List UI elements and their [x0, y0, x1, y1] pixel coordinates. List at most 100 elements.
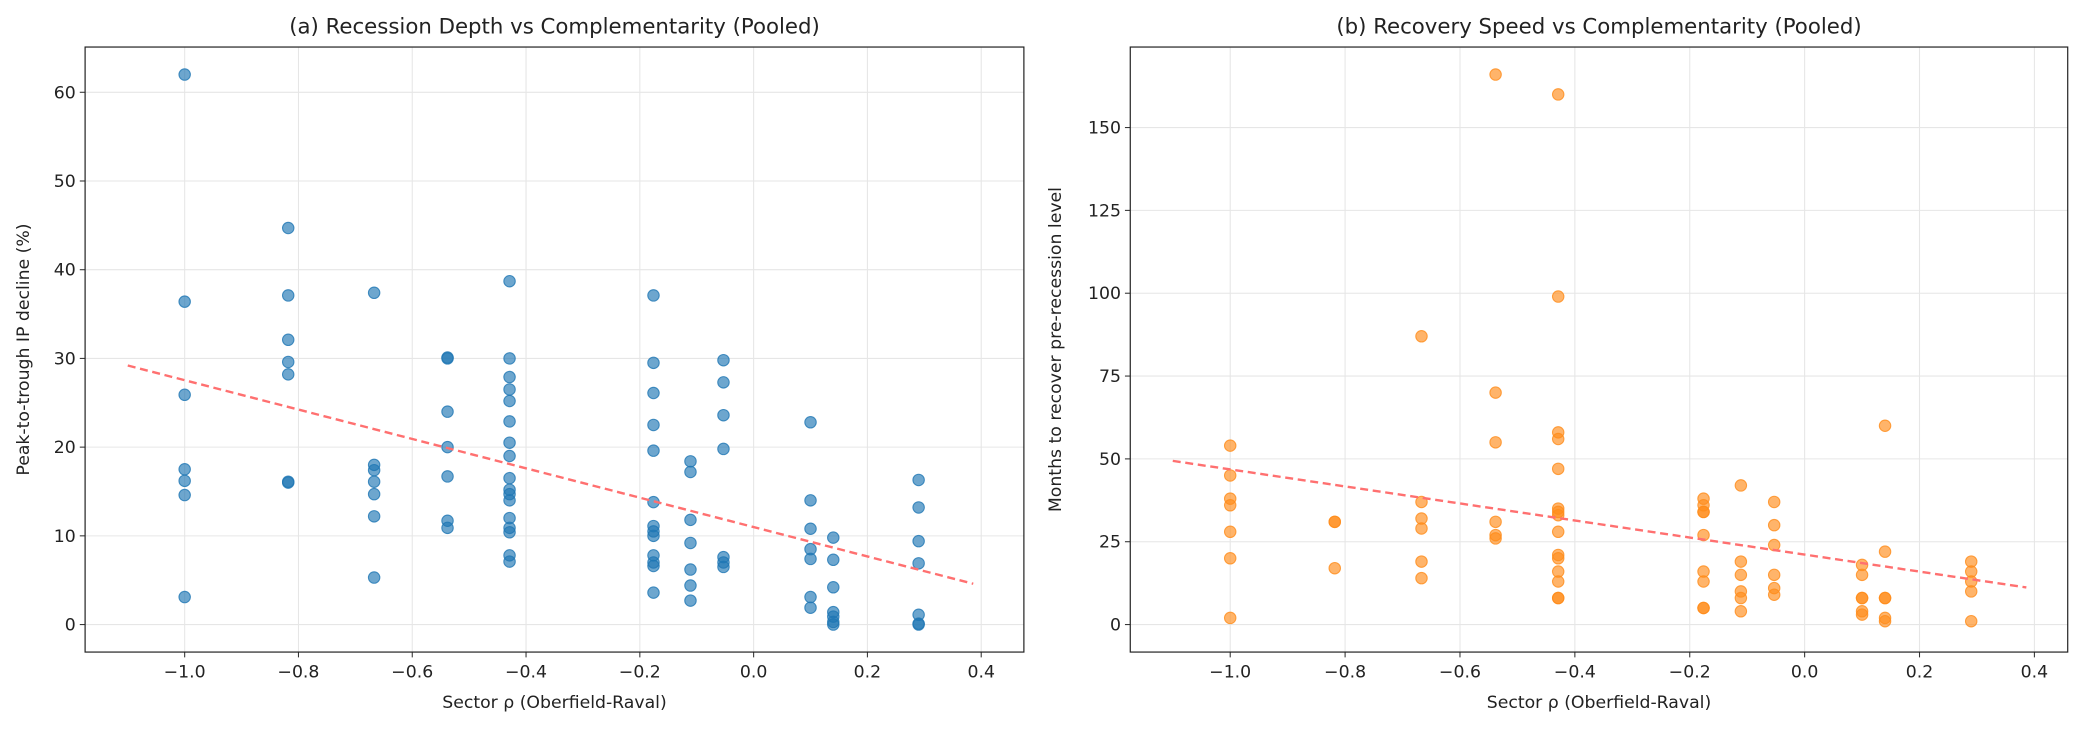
scatter-point — [684, 536, 697, 550]
scatter-point — [178, 68, 191, 81]
scatter-point — [1551, 290, 1565, 303]
scatter-point — [1223, 439, 1237, 452]
x-tick-label: −1.0 — [1209, 662, 1251, 682]
y-tick-label: 0 — [65, 616, 76, 636]
scatter-point — [1223, 525, 1237, 539]
scatter-point — [1415, 522, 1428, 535]
scatter-point — [503, 352, 516, 365]
scatter-point — [717, 442, 730, 456]
scatter-point — [804, 416, 817, 429]
y-tick-label: 50 — [1099, 450, 1121, 470]
scatter-point — [647, 444, 660, 457]
y-tick-label: 60 — [54, 83, 76, 103]
scatter-point — [1734, 591, 1748, 605]
x-tick-label: −0.6 — [391, 662, 433, 682]
scatter-point — [1767, 495, 1781, 509]
scatter-point — [912, 618, 925, 631]
scatter-point — [717, 376, 730, 389]
scatter-point — [1223, 499, 1237, 512]
subplot: −1.0 −0.8 −0.6 −0.4 −0.2 0.0 0.2 0.4 0 10 20 30 40 50… — [14, 15, 1025, 713]
y-tick-label: 40 — [54, 261, 76, 281]
scatter-point — [441, 470, 454, 483]
scatter-point — [503, 526, 516, 539]
scatter-point — [1489, 386, 1502, 399]
y-tick-label: 150 — [1088, 119, 1121, 139]
scatter-point — [178, 474, 191, 488]
scatter-point — [367, 571, 381, 584]
scatter-point — [367, 463, 381, 477]
scatter-point — [684, 563, 697, 576]
scatter-point — [1328, 561, 1342, 575]
chart-title: (a) Recession Depth vs Complementarity (… — [289, 15, 820, 40]
scatter-point — [804, 552, 817, 566]
scatter-point — [804, 590, 817, 604]
scatter-point — [684, 594, 697, 607]
x-tick-label: −0.2 — [619, 662, 661, 682]
scatter-point — [1223, 611, 1237, 625]
scatter-point — [1697, 575, 1710, 588]
scatter-point — [178, 463, 191, 476]
scatter-point — [503, 471, 516, 485]
y-tick-label: 75 — [1099, 367, 1121, 387]
scatter-point — [1551, 525, 1565, 539]
scatter-point — [912, 473, 925, 487]
y-axis-label: Months to recover pre-recession level — [1046, 187, 1066, 512]
scatter-point — [441, 405, 454, 418]
scatter-point — [281, 476, 295, 489]
scatter-point — [647, 386, 660, 400]
scatter-point — [684, 513, 697, 527]
scatter-point — [684, 455, 697, 468]
x-tick-label: 0.4 — [2021, 662, 2048, 682]
scatter-point — [503, 370, 516, 384]
scatter-point — [1878, 591, 1892, 605]
x-tick-label: 0.4 — [967, 662, 994, 682]
scatter-point — [1551, 575, 1565, 588]
scatter-point — [1878, 614, 1892, 628]
scatter-point — [717, 560, 730, 574]
scatter-point — [647, 529, 660, 543]
scatter-point — [1767, 588, 1781, 601]
scatter-point — [1551, 462, 1565, 476]
subplot: −1.0 −0.8 −0.6 −0.4 −0.2 0.0 0.2 0.4 0 25 50 75 100 1… — [1046, 15, 2069, 713]
scatter-point — [1489, 515, 1502, 529]
scatter-point — [503, 555, 516, 568]
x-axis-label: Sector ρ (Oberfield-Raval) — [442, 693, 666, 713]
x-tick-label: −0.6 — [1439, 662, 1481, 682]
scatter-point — [1734, 605, 1748, 618]
scatter-point — [804, 494, 817, 507]
x-tick-label: −0.8 — [1324, 662, 1366, 682]
y-tick-label: 20 — [54, 438, 76, 458]
scatter-point — [281, 221, 295, 235]
y-axis-label: Peak-to-trough IP decline (%) — [14, 224, 34, 476]
scatter-point — [647, 418, 660, 432]
scatter-point — [1489, 532, 1502, 545]
chart-title: (b) Recovery Speed vs Complementarity (P… — [1336, 15, 1861, 40]
scatter-point — [1551, 591, 1565, 605]
x-tick-label: −0.8 — [277, 662, 319, 682]
trend-line — [1172, 459, 2027, 589]
scatter-point — [647, 559, 660, 573]
x-tick-label: −1.0 — [164, 662, 206, 682]
scatter-point — [441, 352, 454, 365]
y-tick-label: 30 — [54, 349, 76, 369]
scatter-point — [1223, 552, 1237, 565]
scatter-point — [1878, 545, 1892, 558]
x-tick-label: −0.4 — [1554, 662, 1596, 682]
scatter-point — [1489, 68, 1502, 81]
scatter-point — [912, 501, 925, 514]
scatter-point — [441, 521, 454, 535]
scatter-point — [1551, 88, 1565, 101]
scatter-point — [1328, 515, 1342, 529]
scatter-point — [647, 289, 660, 302]
scatter-point — [1415, 571, 1428, 585]
scatter-point — [503, 274, 516, 288]
scatter-point — [1415, 555, 1428, 568]
trend-line — [127, 364, 974, 585]
scatter-point — [912, 534, 925, 548]
plot-frame — [1129, 46, 2069, 653]
scatter-point — [367, 487, 381, 501]
y-tick-label: 125 — [1088, 201, 1121, 221]
scatter-point — [647, 586, 660, 599]
scatter-point — [1964, 614, 1978, 628]
